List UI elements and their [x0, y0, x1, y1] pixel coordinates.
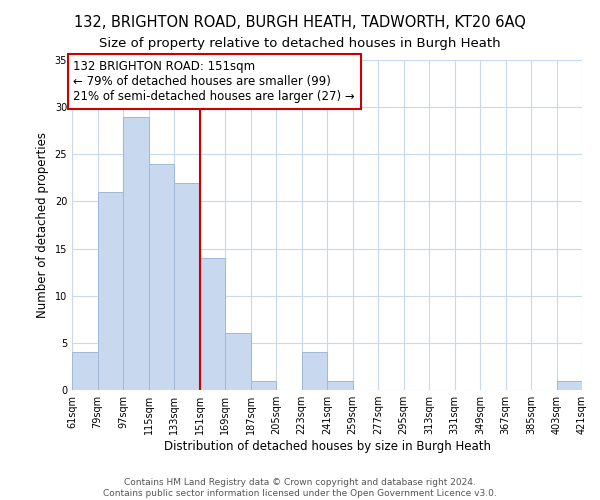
Bar [557, 380, 582, 390]
Bar [97, 192, 123, 390]
Bar [199, 258, 225, 390]
Y-axis label: Number of detached properties: Number of detached properties [36, 132, 49, 318]
Bar [72, 352, 97, 390]
X-axis label: Distribution of detached houses by size in Burgh Heath: Distribution of detached houses by size … [163, 440, 491, 453]
Bar [149, 164, 174, 390]
Bar [123, 116, 149, 390]
Bar [251, 380, 276, 390]
Text: 132, BRIGHTON ROAD, BURGH HEATH, TADWORTH, KT20 6AQ: 132, BRIGHTON ROAD, BURGH HEATH, TADWORT… [74, 15, 526, 30]
Text: 132 BRIGHTON ROAD: 151sqm
← 79% of detached houses are smaller (99)
21% of semi-: 132 BRIGHTON ROAD: 151sqm ← 79% of detac… [73, 60, 355, 103]
Bar [302, 352, 327, 390]
Bar [327, 380, 353, 390]
Text: Size of property relative to detached houses in Burgh Heath: Size of property relative to detached ho… [99, 38, 501, 51]
Text: Contains HM Land Registry data © Crown copyright and database right 2024.
Contai: Contains HM Land Registry data © Crown c… [103, 478, 497, 498]
Bar [174, 182, 199, 390]
Bar [225, 334, 251, 390]
